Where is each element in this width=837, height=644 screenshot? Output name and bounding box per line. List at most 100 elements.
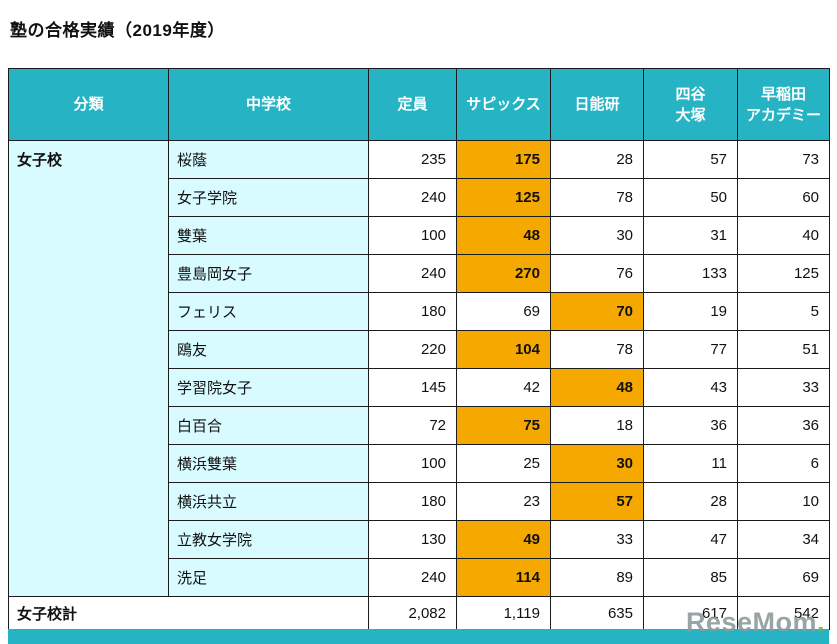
total-sapix-cell: 1,119 [456, 596, 551, 630]
waseda-count-cell: 5 [737, 292, 830, 331]
col-header-category: 分類 [8, 68, 169, 141]
nichinoken-count-cell: 30 [550, 444, 644, 483]
capacity-cell: 130 [368, 520, 457, 559]
col-header-capacity: 定員 [368, 68, 457, 141]
yotsuya-count-cell: 11 [643, 444, 738, 483]
total-waseda-cell: 542 [737, 596, 830, 630]
col-header-yotsuya-line1: 四谷 [675, 85, 706, 103]
sapix-count-cell: 175 [456, 140, 551, 179]
school-name-cell: 学習院女子 [168, 368, 369, 407]
sapix-count-cell: 25 [456, 444, 551, 483]
table-row: フェリス 180 69 70 19 5 [9, 292, 830, 331]
school-name-cell: 横浜雙葉 [168, 444, 369, 483]
table-row: 学習院女子 145 42 48 43 33 [9, 368, 830, 407]
nichinoken-count-cell: 48 [550, 368, 644, 407]
capacity-cell: 240 [368, 558, 457, 597]
nichinoken-count-cell: 70 [550, 292, 644, 331]
sapix-count-cell: 270 [456, 254, 551, 293]
table-row: 横浜共立 180 23 57 28 10 [9, 482, 830, 521]
waseda-count-cell: 60 [737, 178, 830, 217]
school-name-cell: 桜蔭 [168, 140, 369, 179]
table-body: 女子校 桜蔭 235 175 28 57 73 女子学院 240 125 78 50 60 雙葉 100 48… [8, 140, 830, 597]
total-yotsuya-cell: 617 [643, 596, 738, 630]
school-name-cell: 鴎友 [168, 330, 369, 369]
col-header-sapix: サピックス [456, 68, 551, 141]
waseda-count-cell: 125 [737, 254, 830, 293]
sapix-count-cell: 114 [456, 558, 551, 597]
sapix-count-cell: 23 [456, 482, 551, 521]
school-name-cell: 豊島岡女子 [168, 254, 369, 293]
col-header-waseda-line1: 早稲田 [760, 85, 806, 103]
sapix-count-cell: 69 [456, 292, 551, 331]
sapix-count-cell: 48 [456, 216, 551, 255]
school-name-cell: 立教女学院 [168, 520, 369, 559]
sapix-count-cell: 75 [456, 406, 551, 445]
nichinoken-count-cell: 18 [550, 406, 644, 445]
yotsuya-count-cell: 57 [643, 140, 738, 179]
col-header-yotsuya-otsuka: 四谷 大塚 [643, 68, 738, 141]
col-header-waseda-line2: アカデミー [745, 106, 821, 124]
table-row: 豊島岡女子 240 270 76 133 125 [9, 254, 830, 293]
capacity-cell: 220 [368, 330, 457, 369]
table-footer: 女子校計 2,082 1,119 635 617 542 [8, 596, 830, 630]
col-header-nichinoken: 日能研 [550, 68, 644, 141]
school-name-cell: 雙葉 [168, 216, 369, 255]
yotsuya-count-cell: 19 [643, 292, 738, 331]
nichinoken-count-cell: 30 [550, 216, 644, 255]
page-title: 塾の合格実績（2019年度） [10, 21, 225, 40]
yotsuya-count-cell: 85 [643, 558, 738, 597]
yotsuya-count-cell: 28 [643, 482, 738, 521]
yotsuya-count-cell: 36 [643, 406, 738, 445]
waseda-count-cell: 33 [737, 368, 830, 407]
sapix-count-cell: 104 [456, 330, 551, 369]
school-name-cell: 女子学院 [168, 178, 369, 217]
capacity-cell: 235 [368, 140, 457, 179]
school-name-cell: フェリス [168, 292, 369, 331]
table-row: 立教女学院 130 49 33 47 34 [9, 520, 830, 559]
waseda-count-cell: 40 [737, 216, 830, 255]
waseda-count-cell: 10 [737, 482, 830, 521]
sapix-count-cell: 125 [456, 178, 551, 217]
nichinoken-count-cell: 76 [550, 254, 644, 293]
total-capacity-cell: 2,082 [368, 596, 457, 630]
school-name-cell: 横浜共立 [168, 482, 369, 521]
yotsuya-count-cell: 47 [643, 520, 738, 559]
sapix-count-cell: 49 [456, 520, 551, 559]
total-row: 女子校計 2,082 1,119 635 617 542 [8, 596, 830, 630]
table-row: 女子学院 240 125 78 50 60 [9, 178, 830, 217]
yotsuya-count-cell: 77 [643, 330, 738, 369]
waseda-count-cell: 6 [737, 444, 830, 483]
waseda-count-cell: 34 [737, 520, 830, 559]
sapix-count-cell: 42 [456, 368, 551, 407]
waseda-count-cell: 36 [737, 406, 830, 445]
waseda-count-cell: 69 [737, 558, 830, 597]
yotsuya-count-cell: 50 [643, 178, 738, 217]
yotsuya-count-cell: 43 [643, 368, 738, 407]
table-row: 横浜雙葉 100 25 30 11 6 [9, 444, 830, 483]
admission-results-table: 分類 中学校 定員 サピックス 日能研 四谷 大塚 早稲田 アカデミー 女子校桜… [8, 68, 830, 630]
total-nichinoken-cell: 635 [550, 596, 644, 630]
col-header-waseda-academy: 早稲田 アカデミー [737, 68, 830, 141]
capacity-cell: 72 [368, 406, 457, 445]
table-row: 雙葉 100 48 30 31 40 [9, 216, 830, 255]
capacity-cell: 100 [368, 216, 457, 255]
nichinoken-count-cell: 78 [550, 178, 644, 217]
waseda-count-cell: 51 [737, 330, 830, 369]
table-header: 分類 中学校 定員 サピックス 日能研 四谷 大塚 早稲田 アカデミー [8, 68, 830, 141]
capacity-cell: 180 [368, 292, 457, 331]
school-name-cell: 洗足 [168, 558, 369, 597]
capacity-cell: 240 [368, 178, 457, 217]
total-label-cell: 女子校計 [8, 596, 369, 630]
school-name-cell: 白百合 [168, 406, 369, 445]
col-header-school: 中学校 [168, 68, 369, 141]
capacity-cell: 100 [368, 444, 457, 483]
nichinoken-count-cell: 33 [550, 520, 644, 559]
nichinoken-count-cell: 57 [550, 482, 644, 521]
waseda-count-cell: 73 [737, 140, 830, 179]
nichinoken-count-cell: 78 [550, 330, 644, 369]
table-row: 女子校 桜蔭 235 175 28 57 73 [8, 140, 830, 597]
table-row: 白百合 72 75 18 36 36 [9, 406, 830, 445]
yotsuya-count-cell: 133 [643, 254, 738, 293]
capacity-cell: 240 [368, 254, 457, 293]
table-row: 洗足 240 114 89 85 69 [9, 558, 830, 597]
